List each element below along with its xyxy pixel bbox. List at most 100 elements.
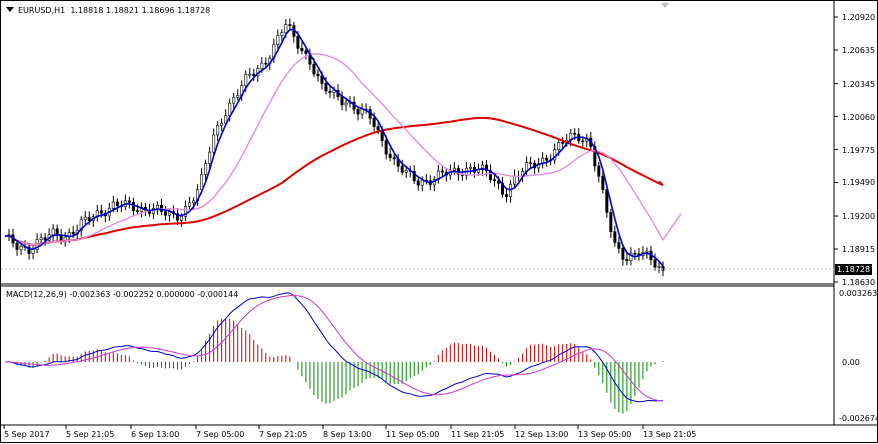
time-label: 8 Sep 13:00	[323, 430, 372, 439]
candle-body	[260, 62, 264, 69]
candle-body	[300, 48, 304, 52]
candle-body	[39, 237, 43, 240]
time-label: 13 Sep 05:00	[578, 430, 632, 439]
candle-body	[264, 62, 268, 65]
candle-body	[561, 142, 565, 144]
candle-body	[356, 108, 360, 115]
candle-body	[296, 36, 300, 49]
candle-body	[645, 250, 649, 253]
candle-body	[653, 259, 657, 268]
candle-body	[388, 153, 392, 158]
candle-body	[468, 166, 472, 169]
candle-body	[440, 170, 444, 173]
candle-body	[184, 205, 188, 217]
candle-body	[288, 24, 292, 26]
candle-body	[505, 194, 509, 197]
candle-body	[597, 165, 601, 177]
candle-body	[513, 175, 517, 185]
candle-body	[83, 216, 87, 221]
time-label: 7 Sep 21:05	[259, 430, 308, 439]
time-label: 12 Sep 13:00	[515, 430, 569, 439]
candle-body	[625, 259, 629, 262]
candle-body	[212, 134, 216, 153]
candle-body	[236, 95, 240, 98]
candle-body	[31, 249, 35, 254]
candle-body	[15, 242, 19, 250]
time-label: 11 Sep 21:05	[451, 430, 505, 439]
ma-long-line	[4, 116, 664, 247]
price-level-label: 1.20060	[842, 112, 876, 122]
macd-signal-line	[4, 294, 664, 402]
time-label: 5 Sep 2017	[4, 430, 50, 439]
ma-fast-line	[4, 28, 664, 267]
macd-level-label: 0.00	[842, 358, 860, 367]
candle-body	[232, 96, 236, 104]
candle-body	[581, 140, 585, 143]
candle-body	[621, 248, 625, 260]
candle-body	[220, 123, 224, 126]
candle-body	[633, 252, 637, 255]
candle-body	[392, 157, 396, 160]
price-level-label: 1.20345	[842, 79, 876, 89]
candle-body	[204, 163, 208, 175]
candle-body	[216, 125, 220, 136]
candle-body	[613, 231, 617, 243]
candle-body	[492, 179, 496, 182]
candle-body	[208, 151, 212, 164]
candle-body	[252, 73, 256, 77]
candle-body	[163, 211, 167, 216]
candle-body	[155, 204, 159, 209]
candle-body	[629, 252, 633, 262]
candle-body	[404, 170, 408, 173]
candle-body	[573, 132, 577, 135]
macd-level-label: -0.002674	[839, 414, 878, 423]
candle-body	[324, 83, 328, 92]
candle-body	[316, 73, 320, 77]
candle-body	[420, 179, 424, 186]
candle-body	[372, 117, 376, 127]
candle-body	[384, 140, 388, 155]
price-level-label: 1.19490	[842, 178, 876, 188]
candle-body	[605, 189, 609, 213]
time-label: 13 Sep 21:05	[643, 430, 697, 439]
price-level-label: 1.19200	[842, 212, 876, 222]
macd-level-label: 0.003263	[839, 289, 878, 298]
candle-body	[545, 157, 549, 161]
candle-body	[284, 24, 288, 33]
time-label: 6 Sep 13:00	[131, 430, 180, 439]
candle-body	[529, 162, 533, 164]
candle-body	[416, 180, 420, 186]
candle-body	[557, 142, 561, 151]
candle-body	[376, 126, 380, 131]
price-level-label: 1.19775	[842, 145, 876, 155]
price-level-label: 1.20920	[842, 13, 876, 22]
candle-body	[344, 102, 348, 106]
candle-body	[19, 246, 23, 250]
candle-body	[192, 200, 196, 204]
candle-body	[328, 90, 332, 93]
candle-body	[71, 231, 75, 235]
candle-body	[131, 202, 135, 211]
candle-body	[657, 266, 661, 268]
price-level-label: 1.18915	[842, 245, 876, 255]
candle-body	[661, 266, 665, 271]
macd-main-line	[4, 292, 664, 403]
candle-body	[99, 210, 103, 214]
candle-body	[127, 200, 131, 203]
menu-triangle-icon[interactable]	[6, 7, 14, 12]
candle-body	[244, 74, 248, 86]
time-label: 7 Sep 05:00	[196, 430, 245, 439]
candles	[7, 18, 665, 277]
candle-body	[609, 212, 613, 233]
candle-body	[484, 164, 488, 172]
candle-body	[87, 216, 91, 221]
symbol-label: EURUSD,H1 1.18818 1.18821 1.18696 1.1872…	[18, 6, 211, 15]
current-price-badge: 1.18728	[835, 264, 873, 275]
candle-body	[176, 213, 180, 221]
macd-label: MACD(12,26,9) -0.002363 -0.002252 0.0000…	[6, 290, 239, 299]
candle-body	[188, 202, 192, 207]
candle-body	[412, 171, 416, 182]
candle-body	[480, 164, 484, 171]
scroll-marker-icon[interactable]	[661, 3, 669, 8]
